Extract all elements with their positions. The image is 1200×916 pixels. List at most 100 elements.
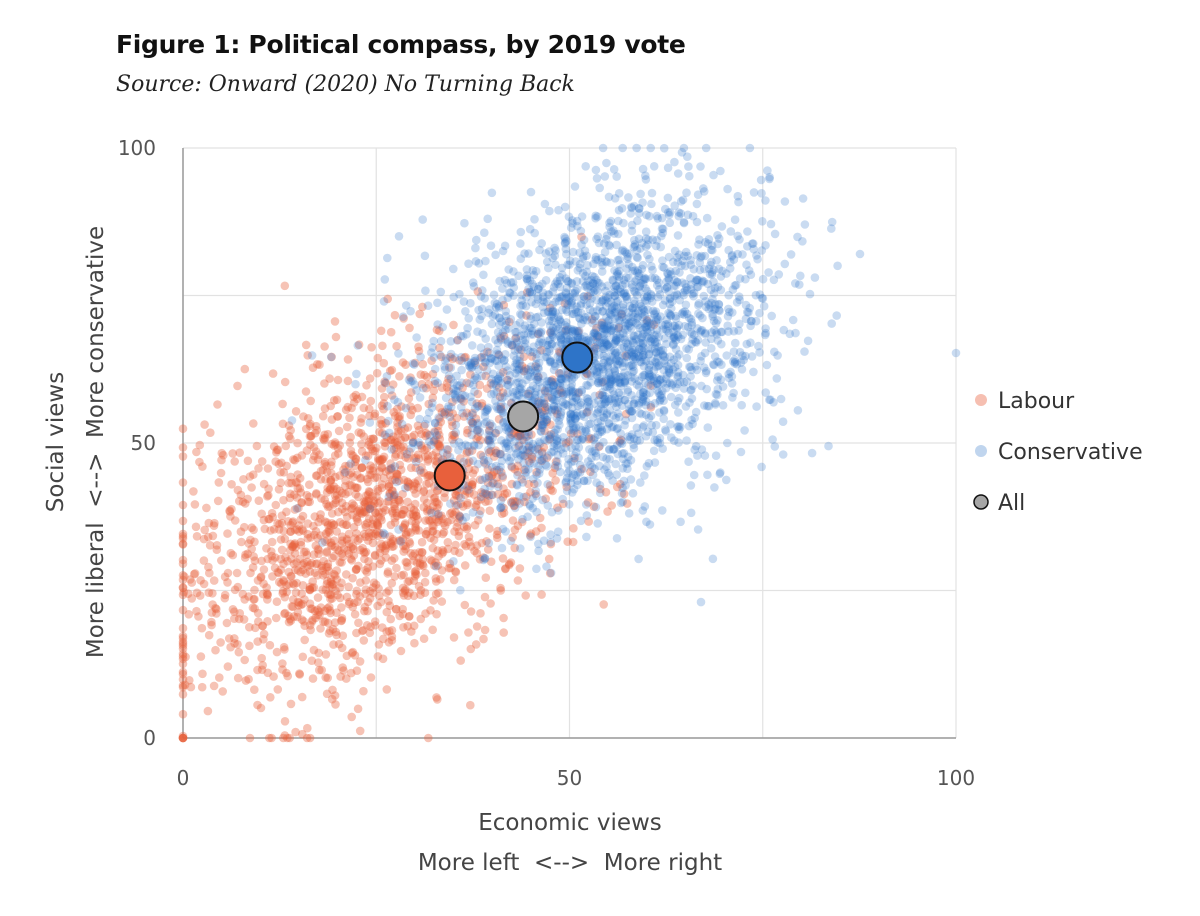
labour-point bbox=[331, 472, 340, 482]
labour-point bbox=[295, 669, 304, 678]
labour-point bbox=[486, 599, 495, 608]
labour-point bbox=[546, 328, 555, 337]
labour-point bbox=[534, 397, 543, 407]
labour-point bbox=[281, 441, 291, 451]
labour-point bbox=[438, 529, 448, 539]
conservative-point bbox=[471, 356, 480, 366]
x-axis-sublabel: More left <--> More right bbox=[418, 850, 722, 876]
labour-point bbox=[456, 394, 465, 404]
labour-point bbox=[537, 590, 546, 599]
conservative-point bbox=[562, 249, 571, 259]
labour-point bbox=[341, 476, 350, 485]
conservative-point bbox=[599, 437, 608, 447]
labour-point bbox=[396, 426, 406, 435]
conservative-point bbox=[536, 426, 546, 436]
labour-point bbox=[276, 535, 286, 544]
labour-point bbox=[406, 373, 415, 382]
labour-point bbox=[449, 430, 459, 439]
conservative-point bbox=[653, 354, 662, 363]
labour-point bbox=[524, 479, 533, 489]
conservative-point bbox=[471, 243, 480, 253]
labour-point bbox=[422, 507, 432, 516]
labour-point bbox=[383, 294, 393, 304]
labour-point bbox=[210, 518, 219, 528]
conservative-point bbox=[713, 316, 722, 325]
conservative-point bbox=[549, 332, 558, 342]
labour-point bbox=[524, 389, 533, 399]
labour-point bbox=[311, 428, 320, 438]
labour-point bbox=[417, 429, 426, 439]
labour-point bbox=[285, 493, 295, 503]
labour-point bbox=[208, 600, 217, 609]
labour-point bbox=[462, 487, 472, 496]
conservative-point bbox=[605, 357, 615, 366]
labour-point bbox=[459, 522, 469, 532]
labour-point bbox=[497, 509, 507, 519]
labour-point bbox=[568, 537, 578, 547]
labour-point bbox=[377, 384, 387, 393]
conservative-point bbox=[635, 282, 644, 292]
conservative-point bbox=[450, 390, 460, 399]
labour-point bbox=[491, 448, 501, 458]
labour-point bbox=[413, 421, 423, 431]
labour-point bbox=[494, 350, 504, 360]
labour-point bbox=[355, 726, 365, 736]
conservative-point bbox=[446, 337, 456, 346]
labour-point bbox=[343, 402, 353, 412]
labour-point bbox=[424, 399, 434, 409]
labour-point bbox=[550, 406, 560, 415]
conservative-point bbox=[599, 336, 608, 345]
conservative-point bbox=[484, 308, 493, 318]
conservative-point bbox=[729, 347, 739, 357]
labour-point bbox=[451, 508, 460, 517]
labour-point bbox=[466, 700, 475, 710]
conservative-point bbox=[479, 270, 488, 280]
conservative-point bbox=[582, 427, 591, 436]
labour-point bbox=[346, 554, 356, 564]
conservative-point bbox=[593, 278, 602, 287]
conservative-point bbox=[578, 254, 588, 263]
conservative-point bbox=[718, 401, 728, 410]
conservative-point bbox=[566, 409, 576, 419]
labour-point bbox=[332, 630, 341, 640]
conservative-point bbox=[471, 257, 481, 266]
labour-point bbox=[508, 533, 517, 542]
conservative-point bbox=[692, 251, 702, 260]
labour-point bbox=[369, 496, 379, 506]
labour-point bbox=[284, 617, 294, 627]
conservative-point bbox=[755, 308, 764, 318]
labour-point bbox=[399, 505, 408, 515]
conservative-point bbox=[628, 317, 638, 327]
labour-point bbox=[407, 627, 416, 636]
labour-point bbox=[524, 456, 534, 466]
conservative-point bbox=[614, 397, 623, 407]
labour-point bbox=[586, 434, 596, 443]
conservative-point bbox=[715, 469, 725, 479]
conservative-point bbox=[691, 441, 701, 451]
conservative-point bbox=[699, 184, 708, 193]
conservative-point bbox=[714, 234, 724, 243]
conservative-point bbox=[605, 384, 615, 393]
labour-point bbox=[178, 644, 188, 654]
conservative-point bbox=[634, 208, 644, 218]
conservative-point bbox=[607, 353, 617, 362]
conservative-point bbox=[635, 389, 645, 399]
labour-point bbox=[353, 704, 363, 714]
conservative-point bbox=[568, 289, 577, 298]
conservative-point bbox=[785, 329, 795, 339]
conservative-point bbox=[707, 328, 716, 337]
labour-point bbox=[227, 480, 236, 489]
conservative-point bbox=[502, 279, 512, 288]
conservative-point bbox=[620, 378, 629, 387]
labour-point bbox=[327, 509, 337, 518]
labour-point bbox=[309, 550, 319, 559]
conservative-point bbox=[673, 368, 683, 377]
labour-point bbox=[281, 553, 290, 562]
conservative-point bbox=[776, 394, 786, 404]
labour-point bbox=[381, 418, 391, 428]
conservative-point bbox=[498, 471, 507, 481]
conservative-point bbox=[595, 481, 605, 490]
conservative-point bbox=[692, 338, 701, 347]
conservative-point bbox=[737, 365, 747, 374]
labour-point bbox=[464, 628, 473, 637]
